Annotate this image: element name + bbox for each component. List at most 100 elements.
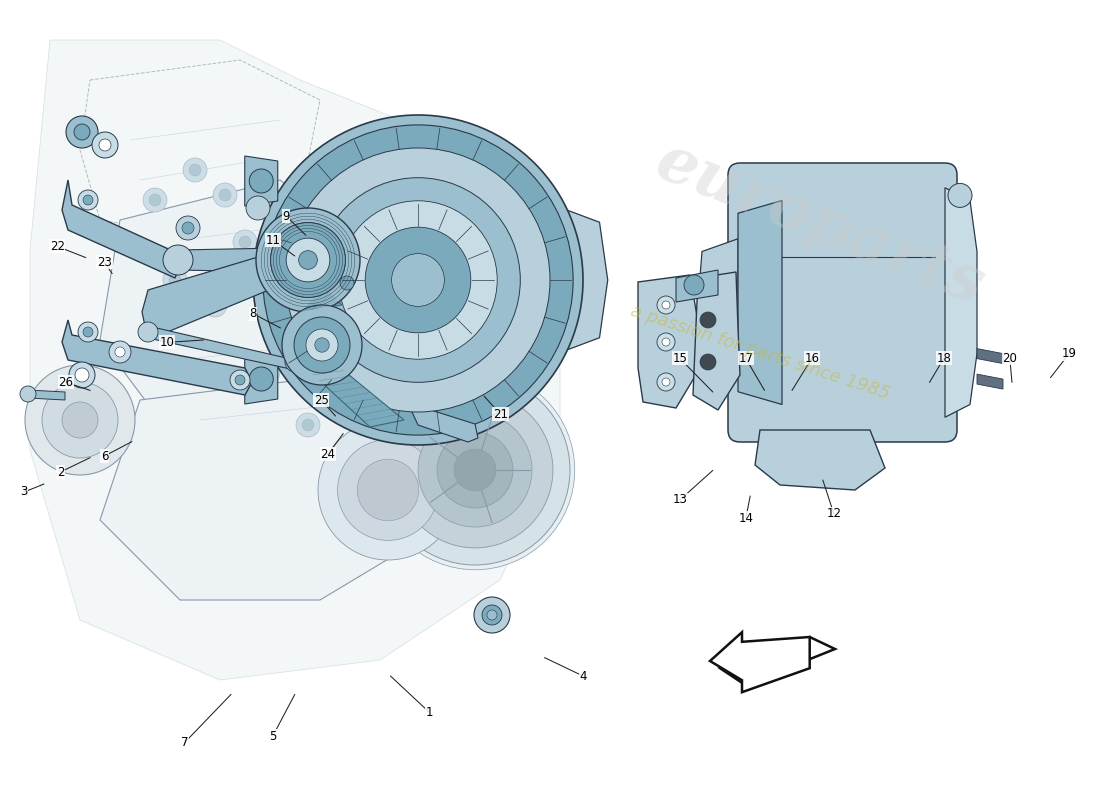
Circle shape [437, 432, 513, 508]
Circle shape [487, 610, 497, 620]
Circle shape [657, 373, 675, 391]
Circle shape [662, 338, 670, 346]
Text: 24: 24 [320, 448, 336, 461]
Circle shape [92, 132, 118, 158]
Circle shape [230, 370, 250, 390]
Circle shape [340, 276, 354, 290]
Text: 15: 15 [672, 352, 688, 365]
Polygon shape [178, 248, 282, 272]
Polygon shape [738, 201, 782, 405]
Circle shape [271, 222, 345, 298]
Text: europarts: europarts [647, 131, 993, 318]
Text: 2: 2 [57, 466, 64, 478]
Circle shape [454, 449, 496, 491]
Circle shape [333, 269, 361, 297]
Text: 11: 11 [265, 234, 280, 246]
Polygon shape [244, 354, 277, 404]
Text: 16: 16 [804, 352, 820, 365]
Polygon shape [323, 222, 490, 420]
Polygon shape [62, 320, 252, 395]
Circle shape [235, 375, 245, 385]
Polygon shape [698, 238, 738, 366]
Circle shape [262, 366, 274, 378]
Circle shape [316, 178, 520, 382]
Polygon shape [244, 156, 277, 206]
Text: 7: 7 [182, 736, 188, 749]
Text: 25: 25 [314, 394, 329, 406]
Circle shape [82, 327, 94, 337]
Circle shape [213, 183, 236, 207]
Circle shape [253, 115, 583, 445]
Polygon shape [710, 632, 810, 692]
Polygon shape [62, 180, 180, 278]
Circle shape [366, 311, 433, 378]
Text: 21: 21 [493, 408, 508, 421]
Text: 1: 1 [426, 706, 432, 718]
Circle shape [183, 158, 207, 182]
Circle shape [482, 605, 502, 625]
Text: 26: 26 [58, 376, 74, 389]
Circle shape [418, 413, 532, 527]
Circle shape [78, 322, 98, 342]
Text: 18: 18 [936, 352, 952, 365]
Circle shape [250, 367, 273, 391]
Circle shape [20, 386, 36, 402]
Circle shape [116, 347, 125, 357]
Circle shape [239, 236, 251, 248]
Circle shape [365, 227, 471, 333]
Circle shape [358, 459, 419, 521]
Text: 9: 9 [283, 210, 289, 222]
Circle shape [375, 370, 574, 570]
Circle shape [143, 188, 167, 212]
Text: 8: 8 [250, 307, 256, 320]
Circle shape [700, 354, 716, 370]
Circle shape [318, 420, 458, 560]
Text: 22: 22 [50, 240, 65, 253]
Circle shape [163, 268, 187, 292]
Polygon shape [28, 390, 65, 400]
Circle shape [256, 208, 360, 312]
Polygon shape [412, 405, 478, 442]
Circle shape [306, 329, 338, 361]
Text: 6: 6 [101, 450, 108, 462]
Circle shape [148, 194, 161, 206]
Circle shape [138, 322, 158, 342]
Circle shape [246, 196, 270, 220]
Circle shape [250, 169, 273, 193]
Text: 19: 19 [1062, 347, 1077, 360]
Text: 10: 10 [160, 336, 175, 349]
Circle shape [69, 362, 95, 388]
Text: 17: 17 [738, 352, 754, 365]
Circle shape [282, 305, 362, 385]
Circle shape [219, 189, 231, 201]
Circle shape [339, 201, 497, 359]
Circle shape [163, 245, 192, 275]
Circle shape [285, 352, 305, 372]
Circle shape [189, 164, 201, 176]
Polygon shape [534, 198, 607, 362]
Circle shape [62, 402, 98, 438]
Polygon shape [30, 40, 560, 680]
Polygon shape [100, 180, 380, 420]
Circle shape [474, 597, 510, 633]
Polygon shape [945, 188, 977, 418]
Circle shape [256, 360, 280, 384]
Circle shape [82, 195, 94, 205]
Text: 5: 5 [270, 730, 276, 742]
Polygon shape [977, 374, 1003, 389]
Polygon shape [145, 326, 298, 370]
Circle shape [700, 312, 716, 328]
Circle shape [338, 440, 439, 541]
Circle shape [42, 382, 118, 458]
Circle shape [263, 125, 573, 435]
Circle shape [233, 230, 257, 254]
Circle shape [381, 326, 419, 364]
Circle shape [392, 254, 444, 306]
Circle shape [657, 333, 675, 351]
Circle shape [176, 216, 200, 240]
Circle shape [315, 338, 329, 352]
Circle shape [296, 413, 320, 437]
Circle shape [948, 183, 972, 207]
Circle shape [204, 293, 227, 317]
Polygon shape [300, 286, 342, 312]
